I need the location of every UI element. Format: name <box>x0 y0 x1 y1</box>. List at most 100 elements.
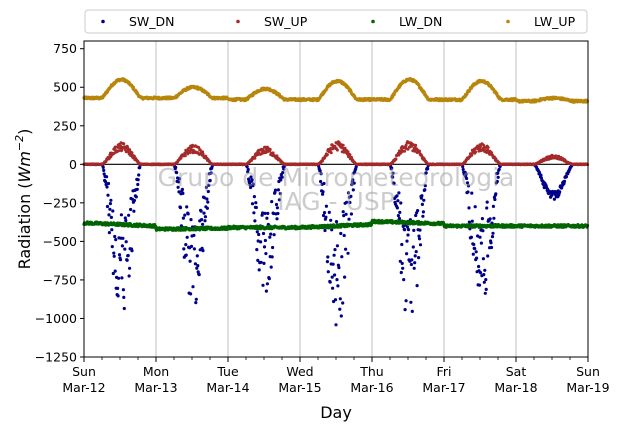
point-sw-dn <box>396 214 400 218</box>
point-sw-dn <box>558 190 562 194</box>
point-sw-up <box>335 148 339 152</box>
point-sw-dn <box>321 192 325 196</box>
point-sw-dn <box>278 191 282 196</box>
point-sw-dn <box>474 250 478 254</box>
point-sw-dn <box>349 194 353 198</box>
point-sw-dn <box>464 172 468 176</box>
point-sw-dn <box>319 179 323 184</box>
point-sw-dn <box>496 175 500 179</box>
point-sw-dn <box>347 217 351 221</box>
point-sw-dn <box>127 274 131 278</box>
point-sw-dn <box>272 211 276 216</box>
point-sw-up <box>104 160 108 163</box>
point-sw-dn <box>326 270 330 274</box>
x-tick-label-date: Mar-18 <box>494 380 537 395</box>
point-sw-dn <box>108 207 112 211</box>
point-sw-dn <box>270 200 274 204</box>
point-sw-dn <box>495 179 499 184</box>
point-sw-up <box>486 146 490 149</box>
point-sw-dn <box>482 280 486 284</box>
y-axis-title-main: Radiation ( <box>15 182 34 269</box>
point-sw-dn <box>485 206 489 210</box>
point-sw-dn <box>335 278 339 282</box>
x-tick-label-day: Fri <box>437 364 452 379</box>
point-sw-dn <box>120 276 124 280</box>
point-sw-dn <box>411 245 415 249</box>
point-sw-dn <box>270 255 274 259</box>
y-axis-title-unit: Wm <box>15 151 34 182</box>
point-sw-dn <box>325 260 329 264</box>
point-sw-dn <box>324 204 328 208</box>
point-sw-dn <box>262 245 267 249</box>
point-sw-dn <box>129 207 133 212</box>
point-sw-dn <box>478 271 483 275</box>
point-sw-dn <box>470 191 474 195</box>
point-sw-dn <box>404 299 408 303</box>
legend-label-sw-dn: SW_DN <box>129 14 175 29</box>
y-tick-label: −1250 <box>35 350 77 365</box>
legend-marker-sw-dn <box>101 19 105 24</box>
point-sw-dn <box>469 235 473 239</box>
point-sw-dn <box>123 216 127 220</box>
point-sw-dn <box>491 231 495 235</box>
point-sw-up <box>130 151 134 155</box>
point-sw-dn <box>421 214 425 218</box>
point-sw-dn <box>273 188 278 192</box>
point-sw-dn <box>106 193 110 197</box>
point-sw-dn <box>482 273 486 277</box>
point-sw-dn <box>177 180 181 184</box>
point-sw-dn <box>107 213 111 217</box>
point-sw-up <box>470 153 474 157</box>
point-sw-dn <box>412 228 416 232</box>
x-tick-label-day: Sat <box>506 364 527 379</box>
point-sw-dn <box>466 190 470 194</box>
point-sw-dn <box>101 165 105 169</box>
point-sw-dn <box>189 292 193 296</box>
point-sw-dn <box>335 244 339 248</box>
point-sw-dn <box>175 171 179 175</box>
point-sw-dn <box>116 294 120 298</box>
point-sw-dn <box>321 190 325 194</box>
point-sw-dn <box>350 183 354 187</box>
point-sw-dn <box>338 307 342 311</box>
point-sw-dn <box>121 236 125 240</box>
point-sw-dn <box>135 187 139 191</box>
point-sw-dn <box>111 209 115 213</box>
point-sw-dn <box>398 259 402 263</box>
point-sw-dn <box>257 268 261 272</box>
point-sw-dn <box>205 197 209 201</box>
point-sw-dn <box>343 275 347 279</box>
point-sw-dn <box>195 266 199 270</box>
point-sw-dn <box>110 245 114 249</box>
point-sw-dn <box>391 171 395 175</box>
point-sw-dn <box>409 300 413 304</box>
point-sw-dn <box>481 257 485 261</box>
point-sw-dn <box>323 228 327 233</box>
point-sw-dn <box>396 199 400 203</box>
x-tick-label-day: Tue <box>216 364 239 379</box>
point-sw-dn <box>251 182 255 186</box>
point-sw-dn <box>267 277 271 281</box>
point-sw-dn <box>390 166 394 170</box>
point-sw-dn <box>254 201 258 205</box>
point-sw-dn <box>269 265 273 269</box>
point-sw-dn <box>206 200 210 204</box>
point-sw-dn <box>195 254 199 258</box>
point-sw-dn <box>120 244 124 248</box>
point-sw-dn <box>399 201 403 205</box>
point-sw-up <box>341 143 345 147</box>
point-sw-dn <box>342 233 346 238</box>
point-sw-dn <box>192 247 196 251</box>
x-tick-label-date: Mar-13 <box>134 380 177 395</box>
point-sw-dn <box>334 220 339 224</box>
point-sw-dn <box>255 248 259 252</box>
point-sw-dn <box>174 165 178 169</box>
point-sw-dn <box>177 177 182 181</box>
x-tick-label-day: Sun <box>576 364 600 379</box>
point-sw-dn <box>410 258 414 262</box>
point-sw-dn <box>137 173 141 177</box>
point-sw-dn <box>417 237 422 241</box>
point-sw-dn <box>341 210 345 214</box>
point-sw-up <box>183 154 187 158</box>
point-sw-dn <box>491 204 495 208</box>
